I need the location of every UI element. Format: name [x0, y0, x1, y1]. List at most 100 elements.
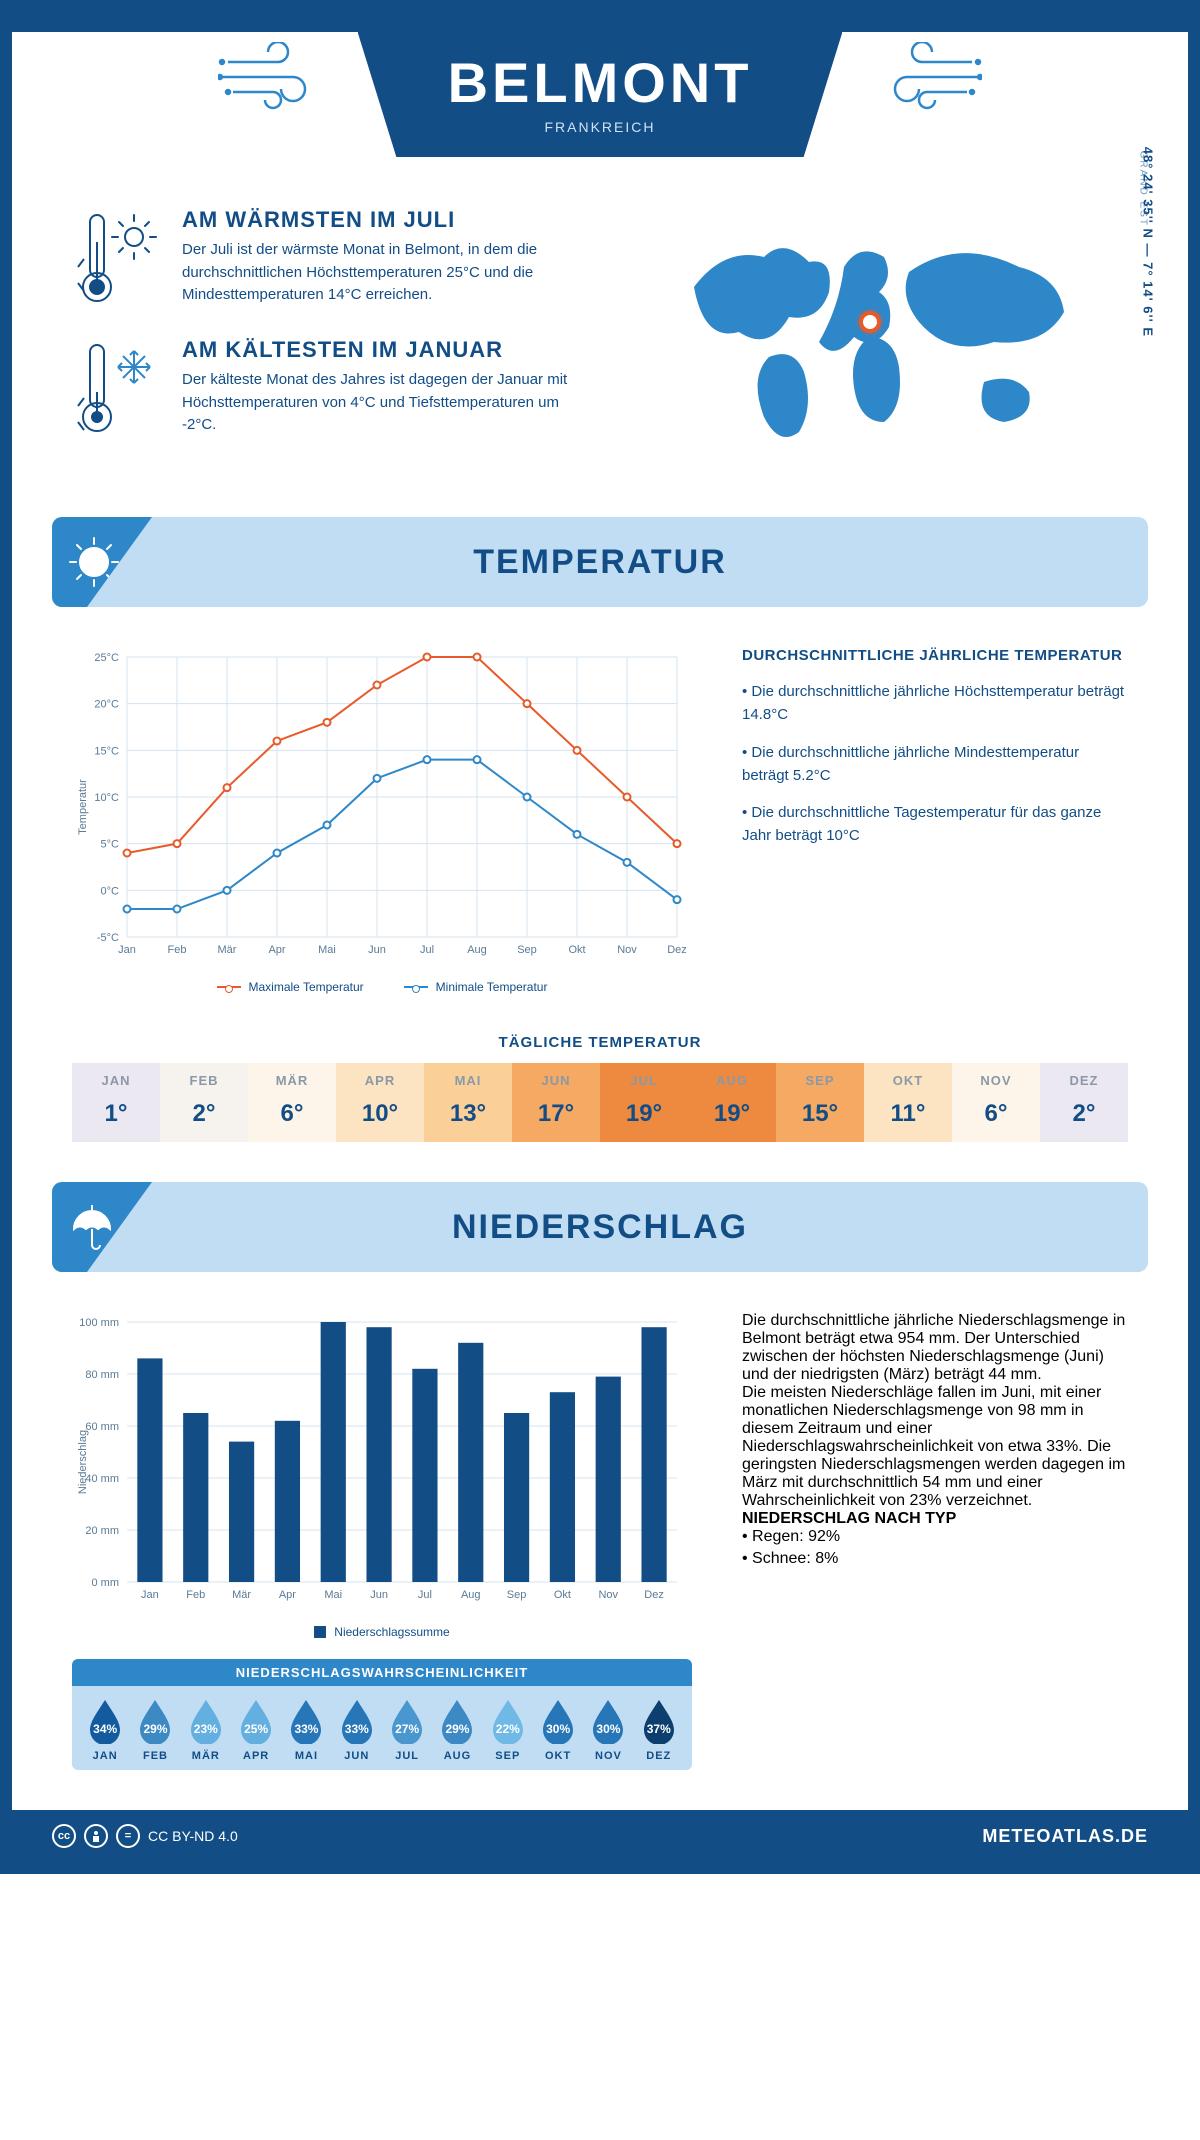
- daily-temp-cell: APR10°: [336, 1063, 424, 1142]
- legend-min: Minimale Temperatur: [436, 980, 548, 994]
- precip-type: • Schnee: 8%: [742, 1550, 1128, 1568]
- svg-text:15°C: 15°C: [94, 745, 119, 757]
- daily-temp-cell: MÄR6°: [248, 1063, 336, 1142]
- svg-text:80 mm: 80 mm: [85, 1369, 119, 1381]
- precip-text: Die meisten Niederschläge fallen im Juni…: [742, 1384, 1128, 1510]
- precip-legend: Niederschlagssumme: [72, 1625, 692, 1639]
- daily-temp-cell: JAN1°: [72, 1063, 160, 1142]
- svg-text:25°C: 25°C: [94, 652, 119, 664]
- precipitation-title: NIEDERSCHLAG: [52, 1208, 1148, 1247]
- map-marker-icon: [859, 311, 881, 333]
- svg-text:Mär: Mär: [232, 1589, 251, 1601]
- daily-temp-cell: JUN17°: [512, 1063, 600, 1142]
- svg-text:0°C: 0°C: [101, 885, 120, 897]
- infographic-wrapper: BELMONT FRANKREICH: [0, 0, 1200, 1874]
- svg-text:Okt: Okt: [554, 1589, 571, 1601]
- temperature-line-chart: -5°C0°C5°C10°C15°C20°C25°CJanFebMärAprMa…: [72, 647, 692, 994]
- svg-text:0 mm: 0 mm: [92, 1577, 120, 1589]
- daily-temp-cell: DEZ2°: [1040, 1063, 1128, 1142]
- svg-text:Jun: Jun: [370, 1589, 388, 1601]
- wind-icon-left: [218, 32, 358, 117]
- svg-text:Nov: Nov: [617, 944, 637, 956]
- thermometer-hot-icon: [72, 207, 162, 307]
- header: BELMONT FRANKREICH: [12, 32, 1188, 177]
- drop-icon: 29%: [438, 1698, 476, 1744]
- svg-text:10°C: 10°C: [94, 792, 119, 804]
- cc-icon: cc: [52, 1824, 76, 1848]
- daily-temp-row: JAN1°FEB2°MÄR6°APR10°MAI13°JUN17°JUL19°A…: [72, 1063, 1128, 1142]
- prob-cell: 22%SEP: [483, 1698, 533, 1762]
- daily-temp-cell: MAI13°: [424, 1063, 512, 1142]
- coords-label: 48° 24' 35'' N — 7° 14' 6'' E: [1141, 147, 1156, 337]
- svg-text:Niederschlag: Niederschlag: [77, 1430, 89, 1494]
- prob-cell: 30%OKT: [533, 1698, 583, 1762]
- svg-text:Okt: Okt: [568, 944, 585, 956]
- drop-icon: 25%: [237, 1698, 275, 1744]
- prob-cell: 30%NOV: [583, 1698, 633, 1762]
- precip-probability-box: NIEDERSCHLAGSWAHRSCHEINLICHKEIT 34%JAN 2…: [72, 1659, 692, 1770]
- daily-temp-cell: SEP15°: [776, 1063, 864, 1142]
- precipitation-row: 0 mm20 mm40 mm60 mm80 mm100 mmJanFebMärA…: [12, 1272, 1188, 1780]
- city-name: BELMONT: [448, 50, 753, 115]
- license-block: cc = CC BY-ND 4.0: [52, 1824, 238, 1848]
- warmest-text: Der Juli ist der wärmste Monat in Belmon…: [182, 239, 580, 307]
- svg-text:Jul: Jul: [420, 944, 434, 956]
- svg-text:40 mm: 40 mm: [85, 1473, 119, 1485]
- footer: cc = CC BY-ND 4.0 METEOATLAS.DE: [12, 1810, 1188, 1862]
- daily-temp-cell: FEB2°: [160, 1063, 248, 1142]
- prob-cell: 25%APR: [231, 1698, 281, 1762]
- drop-icon: 34%: [86, 1698, 124, 1744]
- nd-icon: =: [116, 1824, 140, 1848]
- svg-text:Apr: Apr: [279, 1589, 296, 1601]
- drop-icon: 30%: [589, 1698, 627, 1744]
- svg-text:Feb: Feb: [186, 1589, 205, 1601]
- world-map-svg: [654, 217, 1094, 457]
- drop-icon: 23%: [187, 1698, 225, 1744]
- svg-text:Apr: Apr: [268, 944, 285, 956]
- svg-text:Sep: Sep: [517, 944, 537, 956]
- svg-text:20°C: 20°C: [94, 699, 119, 711]
- title-banner: BELMONT FRANKREICH: [358, 32, 843, 157]
- temp-bullet: • Die durchschnittliche jährliche Höchst…: [742, 680, 1128, 727]
- svg-text:Aug: Aug: [461, 1589, 481, 1601]
- svg-text:Dez: Dez: [644, 1589, 664, 1601]
- prob-cell: 29%AUG: [432, 1698, 482, 1762]
- daily-temp-cell: OKT11°: [864, 1063, 952, 1142]
- precip-type-heading: NIEDERSCHLAG NACH TYP: [742, 1510, 1128, 1528]
- top-border: [12, 12, 1188, 32]
- svg-text:Mär: Mär: [218, 944, 237, 956]
- temp-legend: Maximale Temperatur Minimale Temperatur: [72, 980, 692, 994]
- svg-text:Dez: Dez: [667, 944, 687, 956]
- drop-icon: 27%: [388, 1698, 426, 1744]
- svg-text:Aug: Aug: [467, 944, 487, 956]
- drop-icon: 37%: [640, 1698, 678, 1744]
- svg-text:Jul: Jul: [418, 1589, 432, 1601]
- drop-icon: 22%: [489, 1698, 527, 1744]
- daily-temp-cell: JUL19°: [600, 1063, 688, 1142]
- prob-cell: 37%DEZ: [634, 1698, 684, 1762]
- drop-icon: 30%: [539, 1698, 577, 1744]
- svg-text:Nov: Nov: [598, 1589, 618, 1601]
- by-icon: [84, 1824, 108, 1848]
- precipitation-bar-chart: 0 mm20 mm40 mm60 mm80 mm100 mmJanFebMärA…: [72, 1312, 692, 1612]
- daily-temp-cell: NOV6°: [952, 1063, 1040, 1142]
- legend-max: Maximale Temperatur: [249, 980, 364, 994]
- svg-text:-5°C: -5°C: [97, 932, 119, 944]
- svg-text:100 mm: 100 mm: [79, 1317, 119, 1329]
- drop-icon: 29%: [136, 1698, 174, 1744]
- temperature-chart-row: -5°C0°C5°C10°C15°C20°C25°CJanFebMärAprMa…: [12, 607, 1188, 1014]
- brand-label: METEOATLAS.DE: [982, 1826, 1148, 1847]
- precip-text: Die durchschnittliche jährliche Niedersc…: [742, 1312, 1128, 1384]
- warmest-title: AM WÄRMSTEN IM JULI: [182, 207, 580, 233]
- svg-text:Sep: Sep: [507, 1589, 527, 1601]
- temp-side-heading: DURCHSCHNITTLICHE JÄHRLICHE TEMPERATUR: [742, 647, 1128, 664]
- svg-text:Jan: Jan: [141, 1589, 159, 1601]
- world-map: GRAND EST 48° 24' 35'' N — 7° 14' 6'' E: [620, 207, 1128, 467]
- prob-cell: 33%JUN: [332, 1698, 382, 1762]
- temperature-side-text: DURCHSCHNITTLICHE JÄHRLICHE TEMPERATUR •…: [742, 647, 1128, 994]
- drop-icon: 33%: [338, 1698, 376, 1744]
- intro-section: AM WÄRMSTEN IM JULI Der Juli ist der wär…: [12, 177, 1188, 507]
- svg-text:5°C: 5°C: [101, 839, 120, 851]
- precipitation-banner: NIEDERSCHLAG: [52, 1182, 1148, 1272]
- temp-bullet: • Die durchschnittliche jährliche Mindes…: [742, 741, 1128, 788]
